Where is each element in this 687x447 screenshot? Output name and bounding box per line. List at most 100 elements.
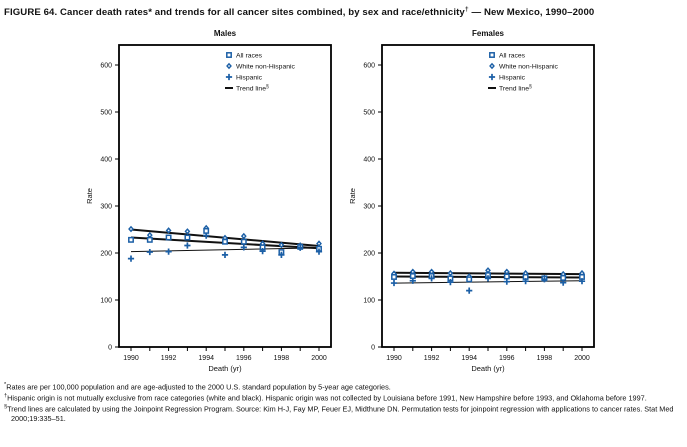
y-tick-label: 300 (100, 204, 112, 211)
square-marker (560, 274, 567, 281)
series-hispanic (390, 275, 586, 294)
x-tick-label: 2000 (574, 355, 590, 362)
figure-title: FIGURE 64. Cancer death rates* and trend… (4, 6, 684, 18)
plus-marker (165, 248, 172, 255)
square-marker (409, 273, 416, 279)
square-marker (128, 236, 134, 243)
diamond-marker-dot (449, 272, 452, 275)
figure-title-main: FIGURE 64. Cancer death rates* and trend… (4, 7, 465, 19)
square-marker (203, 227, 210, 234)
plus-marker (560, 279, 567, 286)
plus-marker (221, 251, 229, 258)
diamond-marker-dot (318, 242, 320, 245)
diamond-marker-dot (280, 244, 283, 246)
plus-marker (541, 276, 548, 283)
diamond-marker-dot (411, 270, 414, 273)
y-tick-label: 0 (108, 345, 112, 352)
square-marker (391, 274, 397, 280)
footnote-hispanic-origin: †Hispanic origin is not mutually exclusi… (4, 392, 682, 403)
legend-item-all-races: All races (226, 52, 263, 60)
footnote-trend-lines: §Trend lines are calculated by using the… (4, 403, 682, 424)
x-tick-label: 1998 (537, 355, 553, 362)
legend-label: All races (236, 53, 263, 60)
square-marker (503, 273, 510, 280)
y-tick-label: 400 (363, 157, 375, 164)
square-marker (222, 238, 228, 245)
plus-marker (503, 278, 510, 285)
diamond-marker-dot (148, 234, 151, 236)
legend: All races White non-Hispanic Hispanic Trend… (488, 52, 559, 93)
legend-item-all-races: All races (489, 52, 526, 60)
plus-marker (297, 244, 304, 251)
y-tick-label: 100 (363, 298, 375, 305)
panel-title: Males (214, 29, 237, 38)
footnote-text: Hispanic origin is not mutually exclusiv… (7, 393, 647, 403)
diamond-marker-dot (228, 65, 230, 67)
plus-marker (484, 275, 492, 282)
y-tick-label: 0 (371, 345, 375, 352)
plus-marker (259, 248, 266, 255)
x-tick-label: 1996 (499, 355, 515, 362)
diamond-marker-dot (130, 228, 132, 230)
legend: All races White non-Hispanic Hispanic Trend… (225, 52, 296, 93)
y-tick-label: 200 (100, 251, 112, 258)
square-marker (489, 52, 495, 58)
plus-marker (203, 232, 210, 239)
footnote-marker: † (4, 393, 8, 400)
x-tick-label: 1994 (461, 355, 477, 362)
y-tick-label: 400 (100, 157, 112, 164)
diamond-marker-dot (487, 269, 489, 272)
y-axis-label: Rate (348, 188, 357, 204)
x-tick-label: 1992 (424, 355, 440, 362)
diamond-marker-dot (430, 270, 433, 273)
legend-item-trend-line: Trend line§ (225, 84, 269, 93)
legend-label: Hispanic (236, 75, 263, 82)
footnote-text: Rates are per 100,000 population and are… (6, 382, 391, 392)
females-chart: Females 0 100 200 300 400 500 600 1990 1992 1994 19… (348, 29, 595, 373)
diamond-marker-dot (491, 65, 493, 67)
x-axis-label: Death (yr) (208, 364, 242, 373)
x-tick-label: 1994 (198, 355, 214, 362)
legend-label: Trend line§ (499, 84, 532, 93)
trend-line-hispanic (393, 280, 583, 284)
y-tick-label: 300 (363, 204, 375, 211)
panel-title: Females (472, 29, 505, 38)
y-tick-label: 500 (363, 110, 375, 117)
plot-frame (118, 44, 332, 348)
x-axis-label: Death (yr) (471, 364, 505, 373)
y-tick-label: 600 (363, 63, 375, 70)
legend-label: Hispanic (499, 75, 526, 82)
plus-marker (466, 287, 473, 294)
series-white-non-hispanic (128, 224, 322, 249)
legend-item-hispanic: Hispanic (488, 73, 526, 82)
y-tick-label: 500 (100, 110, 112, 117)
plus-marker (225, 73, 233, 81)
square-marker (466, 276, 473, 283)
x-tick-label: 1990 (386, 355, 402, 362)
plus-marker (315, 248, 323, 255)
footnote-text: Trend lines are calculated by using the … (7, 404, 674, 424)
y-tick-label: 200 (363, 251, 375, 258)
diamond-marker-dot (505, 270, 508, 273)
footnote-marker: § (4, 404, 8, 411)
x-tick-label: 1992 (161, 355, 177, 362)
series-hispanic (127, 232, 323, 262)
x-tick-label: 2000 (311, 355, 327, 362)
diamond-marker-dot (581, 272, 583, 275)
legend-label: Trend line§ (236, 84, 269, 93)
square-marker (184, 234, 191, 241)
plus-marker (184, 242, 191, 249)
plus-marker (428, 275, 435, 282)
legend-item-white-non-hispanic: White non-Hispanic (226, 62, 296, 71)
plus-marker (409, 277, 416, 284)
y-tick-label: 100 (100, 298, 112, 305)
legend-label: White non-Hispanic (499, 64, 559, 71)
diamond-marker-dot (261, 242, 264, 245)
legend-item-hispanic: Hispanic (225, 73, 263, 82)
diamond-marker-dot (167, 229, 170, 232)
x-tick-label: 1998 (274, 355, 290, 362)
plus-marker (390, 279, 398, 287)
legend-item-white-non-hispanic: White non-Hispanic (489, 62, 559, 71)
square-marker (146, 236, 153, 243)
